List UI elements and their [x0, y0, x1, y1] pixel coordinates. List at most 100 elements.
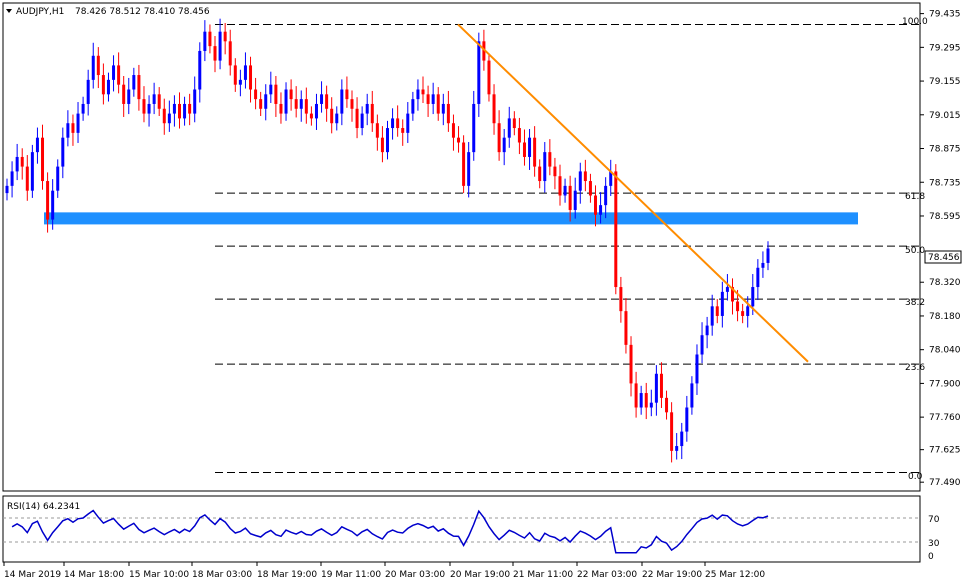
y-tick-label: 78.180	[929, 312, 961, 322]
fib-label-0: 0.0	[908, 472, 923, 482]
candle-body	[710, 306, 714, 326]
candle-body	[254, 89, 258, 100]
candle-body	[177, 103, 181, 119]
candle-body	[345, 89, 349, 100]
candle-body	[507, 118, 511, 138]
trendline-layer	[457, 23, 809, 363]
candle-body	[71, 123, 75, 133]
candle-body	[411, 99, 415, 114]
current-price-label: 78.456	[928, 253, 960, 263]
candle-body	[137, 75, 141, 100]
candle-body	[213, 46, 217, 61]
candle-body	[218, 31, 222, 61]
candle-body	[380, 137, 384, 153]
candle-body	[594, 195, 598, 215]
y-tick-label: 79.295	[929, 43, 961, 53]
candle-body	[599, 205, 603, 215]
candle-body	[264, 94, 268, 109]
candle-body	[66, 123, 70, 138]
y-tick-label: 77.490	[929, 478, 961, 488]
candle-body	[294, 99, 298, 109]
candle-body	[746, 306, 750, 316]
candle-body	[81, 103, 85, 114]
candle-body	[96, 55, 100, 76]
candle-body	[208, 31, 212, 47]
candle-body	[639, 393, 643, 408]
candle-body	[228, 41, 232, 66]
fib-label-50: 50.0	[905, 246, 925, 256]
x-axis-ticks: 14 Mar 2019 14 Mar 18:00 15 Mar 10:00 18 Ma…	[3, 562, 765, 580]
candle-body	[269, 84, 273, 95]
y-tick-label: 77.760	[929, 413, 961, 423]
y-axis-ticks: 79.435 79.295 79.155 79.015 78.875 78.735 78.5…	[920, 10, 961, 488]
candle-body	[238, 79, 242, 85]
fib-label-38-2: 38.2	[905, 298, 925, 308]
candle-body	[117, 65, 121, 85]
x-tick-label: 22 Mar 19:00	[642, 570, 702, 580]
candle-body	[421, 89, 425, 95]
candle-body	[502, 137, 506, 153]
candle-body	[223, 31, 227, 42]
candle-body	[558, 176, 562, 196]
fib-label-23-6: 23.6	[905, 363, 925, 373]
candle-body	[340, 89, 344, 114]
candle-body	[548, 152, 552, 167]
y-tick-label: 78.595	[929, 212, 961, 222]
candle-body	[583, 171, 587, 182]
x-tick-label: 20 Mar 19:00	[450, 570, 510, 580]
candle-body	[736, 301, 740, 312]
candle-body	[715, 306, 719, 316]
candle-body	[10, 171, 14, 186]
candle-body	[147, 103, 151, 114]
candle-body	[20, 156, 24, 167]
candle-body	[644, 393, 648, 408]
candle-body	[467, 152, 471, 186]
candle-body	[360, 113, 364, 129]
candle-body	[766, 248, 770, 263]
candle-body	[233, 65, 237, 85]
y-tick-label: 78.735	[929, 178, 961, 188]
candle-body	[25, 166, 29, 191]
x-tick-label: 14 Mar 18:00	[64, 570, 124, 580]
candle-body	[512, 118, 516, 129]
candle-body	[477, 41, 481, 104]
fib-label-61-8: 61.8	[905, 192, 925, 202]
candle-body	[391, 118, 395, 129]
candle-body	[46, 181, 50, 220]
candle-body	[619, 287, 623, 312]
candle-body	[375, 123, 379, 138]
candle-body	[431, 94, 435, 104]
candle-body	[193, 89, 197, 114]
fib-label-100: 100.0	[902, 17, 928, 27]
candle-body	[451, 123, 455, 138]
candle-body	[76, 113, 80, 133]
candle-body	[436, 94, 440, 114]
candle-body	[386, 128, 389, 153]
candle-body	[497, 123, 501, 153]
candle-body	[543, 152, 547, 182]
candle-body	[522, 142, 526, 157]
candle-body	[659, 373, 663, 398]
candle-body	[441, 103, 445, 114]
candle-body	[198, 50, 202, 90]
candle-body	[654, 373, 658, 403]
candle-body	[56, 166, 60, 191]
candle-body	[132, 75, 136, 90]
candle-body	[401, 128, 405, 133]
y-tick-label: 78.875	[929, 145, 961, 155]
x-tick-label: 25 Mar 12:00	[705, 570, 765, 580]
candle-body	[482, 41, 486, 61]
candle-body	[183, 103, 187, 119]
candle-body	[162, 108, 166, 124]
y-tick-label: 79.155	[929, 77, 961, 87]
candle-body	[106, 79, 110, 95]
candle-body	[243, 65, 247, 80]
candle-body	[573, 190, 577, 210]
candle-body	[51, 190, 55, 220]
candle-body	[406, 113, 410, 133]
dropdown-triangle-icon[interactable]	[6, 9, 12, 13]
candle-body	[568, 185, 572, 210]
x-tick-label: 18 Mar 19:00	[257, 570, 317, 580]
